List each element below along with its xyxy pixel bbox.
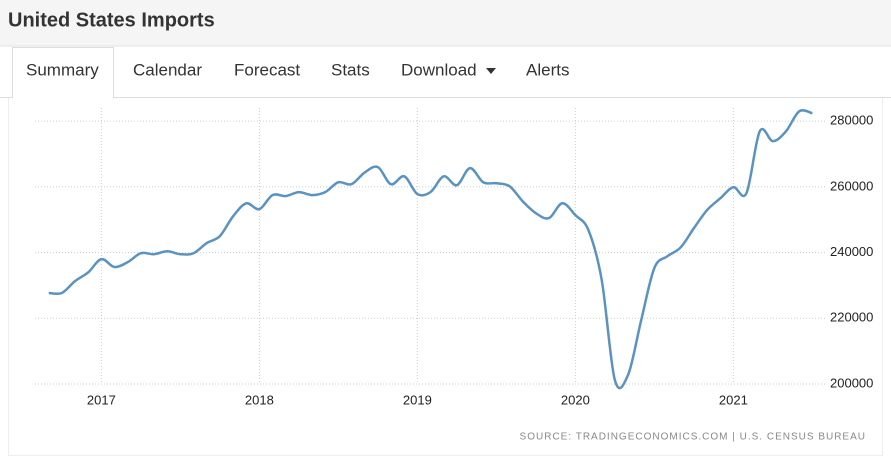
y-tick-label: 240000	[830, 244, 873, 259]
y-tick-label: 280000	[830, 113, 873, 128]
tab[interactable]: Forecast	[234, 60, 300, 79]
x-tick-label: 2018	[245, 392, 274, 407]
x-tick-label: 2019	[403, 392, 432, 407]
tab[interactable]: Alerts	[526, 60, 569, 79]
dropdown-caret	[486, 68, 496, 74]
tab[interactable]: Stats	[331, 60, 370, 79]
tab[interactable]: Calendar	[133, 60, 202, 79]
page-title: United States Imports	[8, 9, 215, 31]
active-tab-gap	[13, 96, 113, 99]
y-tick-label: 220000	[830, 310, 873, 325]
tab[interactable]: Summary	[26, 60, 99, 79]
y-tick-label: 260000	[830, 178, 873, 193]
x-tick-label: 2021	[719, 392, 748, 407]
source-note: SOURCE: TRADINGECONOMICS.COM | U.S. CENS…	[520, 432, 866, 443]
tab[interactable]: Download	[401, 60, 477, 79]
x-tick-label: 2017	[87, 392, 116, 407]
header-bar	[0, 0, 891, 46]
active-tab[interactable]	[12, 47, 114, 99]
x-tick-label: 2020	[561, 392, 590, 407]
y-tick-label: 200000	[830, 375, 873, 390]
panel-border	[8, 98, 883, 456]
data-line	[48, 109, 813, 390]
